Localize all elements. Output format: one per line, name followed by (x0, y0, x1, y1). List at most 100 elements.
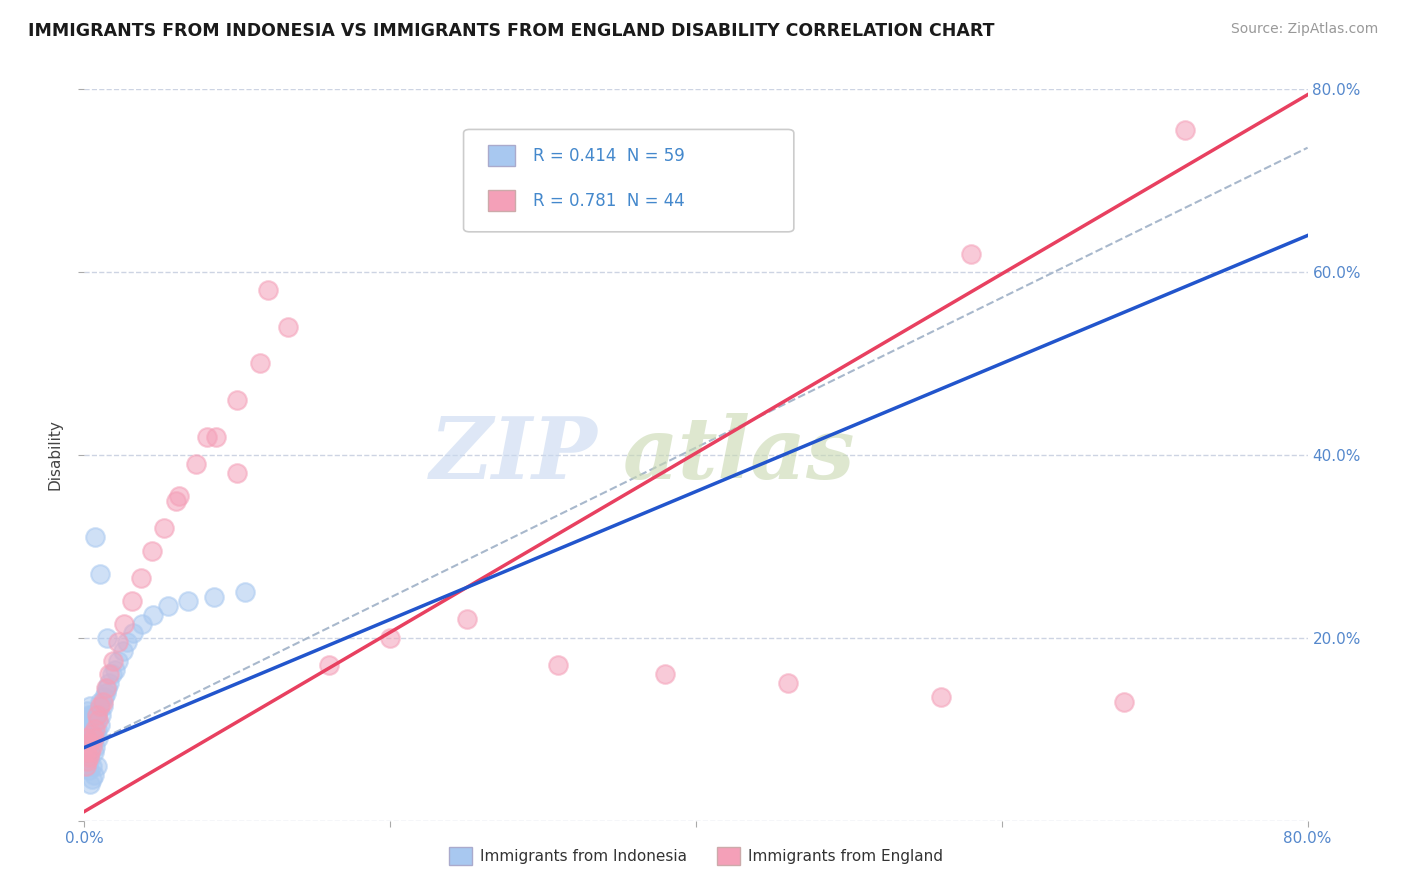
Point (75, 727, 97, 741)
Point (80, 723, 103, 737)
Point (89, 695, 111, 709)
Point (84, 530, 107, 544)
Point (115, 635, 138, 649)
Point (79, 727, 101, 741)
Point (167, 489, 190, 503)
Point (84, 723, 107, 737)
Point (75, 758, 97, 772)
Point (93, 690, 115, 705)
Point (776, 676, 799, 690)
Text: R = 0.414  N = 59: R = 0.414 N = 59 (533, 147, 685, 165)
Point (77, 749, 100, 764)
Point (80, 758, 103, 772)
Point (89, 699, 111, 714)
Point (111, 644, 134, 658)
Point (79, 699, 101, 714)
Point (129, 571, 152, 585)
Point (233, 585, 256, 599)
Point (184, 457, 207, 471)
Point (87, 713, 110, 727)
Point (101, 667, 124, 681)
Text: R = 0.781  N = 44: R = 0.781 N = 44 (533, 192, 685, 210)
Text: Source: ZipAtlas.com: Source: ZipAtlas.com (1230, 22, 1378, 37)
Point (77, 764, 100, 778)
FancyBboxPatch shape (488, 190, 515, 211)
Point (141, 544, 163, 558)
Point (94, 686, 117, 700)
Point (75, 740, 97, 755)
Point (84, 727, 107, 741)
Point (76, 731, 98, 746)
Point (249, 356, 271, 371)
Point (122, 626, 145, 640)
Point (79, 777, 101, 791)
Point (96, 631, 118, 645)
Point (77, 749, 100, 764)
Point (75, 713, 97, 727)
Text: ZIP: ZIP (430, 413, 598, 497)
Point (83, 731, 105, 746)
Point (380, 631, 402, 645)
Point (79, 745, 101, 759)
Point (1114, 695, 1136, 709)
Point (960, 246, 983, 260)
Point (77, 754, 100, 768)
Point (83, 768, 105, 782)
Point (318, 658, 340, 673)
Point (75, 745, 97, 759)
Point (277, 319, 299, 334)
Point (76, 754, 98, 768)
Point (257, 284, 280, 298)
Point (80, 740, 103, 755)
Text: atlas: atlas (623, 413, 855, 497)
Point (107, 654, 129, 668)
Point (76, 731, 98, 746)
Point (83, 745, 105, 759)
Point (80, 772, 103, 787)
Point (226, 392, 249, 407)
Point (165, 493, 187, 508)
Point (84, 713, 107, 727)
FancyBboxPatch shape (464, 129, 794, 232)
Point (96, 681, 118, 695)
Point (79, 745, 101, 759)
Point (76, 704, 98, 718)
Point (226, 466, 249, 480)
Point (205, 430, 228, 444)
Point (76, 717, 98, 731)
Point (77, 723, 100, 737)
Point (80, 736, 103, 750)
Point (94, 681, 117, 695)
Point (131, 617, 153, 632)
Point (80, 708, 103, 723)
Point (83, 717, 105, 731)
Point (77, 736, 100, 750)
Point (157, 599, 180, 613)
Point (77, 740, 100, 755)
Point (79, 713, 101, 727)
Point (86, 708, 108, 723)
Point (84, 740, 107, 755)
Point (177, 594, 200, 608)
Point (929, 690, 952, 705)
Point (195, 430, 218, 444)
Point (107, 635, 129, 649)
Point (91, 695, 114, 709)
Point (103, 654, 125, 668)
Point (547, 658, 569, 673)
Point (80, 727, 103, 741)
Point (91, 699, 114, 714)
Point (76, 736, 98, 750)
Point (121, 594, 143, 608)
Point (87, 704, 110, 718)
Point (86, 723, 108, 737)
FancyBboxPatch shape (488, 145, 515, 167)
Point (83, 731, 105, 746)
Point (89, 566, 111, 581)
Point (97, 667, 120, 681)
Point (104, 663, 127, 677)
Point (76, 745, 98, 759)
Point (1174, 123, 1197, 137)
Point (77, 708, 100, 723)
Point (153, 521, 176, 535)
